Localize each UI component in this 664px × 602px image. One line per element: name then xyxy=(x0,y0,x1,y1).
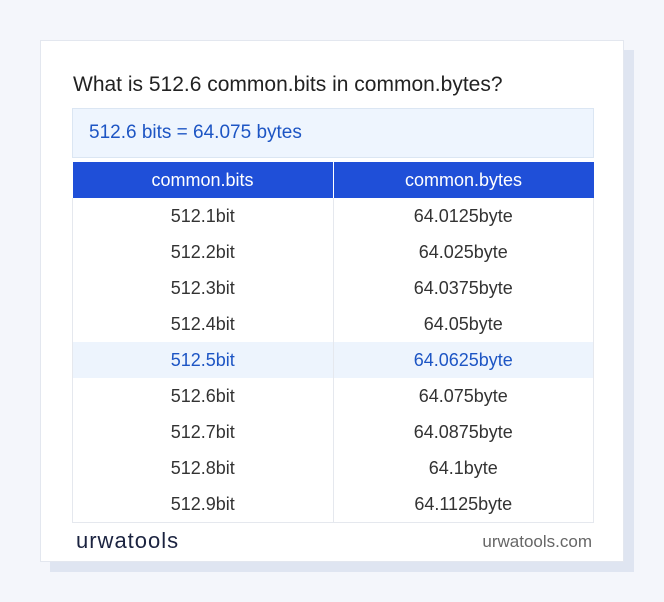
logo[interactable]: urwatools xyxy=(76,528,180,553)
header-row: common.bits common.bytes xyxy=(72,162,594,198)
table-cell: 64.025byte xyxy=(332,234,594,270)
table-cell: 64.0125byte xyxy=(332,198,594,234)
table-row: 512.9bit 64.1125byte xyxy=(72,486,594,523)
table-cell: 512.4bit xyxy=(72,306,334,342)
table-cell: 512.5bit xyxy=(72,342,334,378)
table-row: 512.5bit 64.0625byte xyxy=(72,342,594,378)
table-cell: 64.1byte xyxy=(332,450,594,486)
table-cell: 64.1125byte xyxy=(332,486,594,523)
table-body: 512.1bit 64.0125byte 512.2bit 64.025byte 512… xyxy=(72,198,594,523)
table-cell: 512.3bit xyxy=(72,270,334,306)
table-cell: 64.075byte xyxy=(332,378,594,414)
table-cell: 512.6bit xyxy=(72,378,334,414)
table-cell: 512.8bit xyxy=(72,450,334,486)
table: common.bits common.bytes 512.1bit 64.0125… xyxy=(72,162,594,523)
result: 512.6 bits = 64.075 bytes xyxy=(72,108,594,158)
table-row: 512.6bit 64.075byte xyxy=(72,378,594,414)
table-row: 512.3bit 64.0375byte xyxy=(72,270,594,306)
card: What is 512.6 common.bits in common.byte… xyxy=(40,40,624,562)
table-row: 512.8bit 64.1byte xyxy=(72,450,594,486)
table-cell: 512.9bit xyxy=(72,486,334,523)
table-row: 512.2bit 64.025byte xyxy=(72,234,594,270)
table-row: 512.1bit 64.0125byte xyxy=(72,198,594,234)
table-cell: 64.0875byte xyxy=(332,414,594,450)
column-header: common.bytes xyxy=(332,162,594,198)
table-row: 512.7bit 64.0875byte xyxy=(72,414,594,450)
site-link[interactable]: urwatools.com xyxy=(482,532,592,551)
column-header: common.bits xyxy=(72,162,333,198)
table-cell: 512.1bit xyxy=(72,198,334,234)
table-row: 512.4bit 64.05byte xyxy=(72,306,594,342)
table-cell: 512.7bit xyxy=(72,414,334,450)
table-cell: 64.0375byte xyxy=(332,270,594,306)
table-cell: 64.0625byte xyxy=(332,342,594,378)
table-cell: 64.05byte xyxy=(332,306,594,342)
table-cell: 512.2bit xyxy=(72,234,334,270)
title: What is 512.6 common.bits in common.byte… xyxy=(73,73,503,96)
